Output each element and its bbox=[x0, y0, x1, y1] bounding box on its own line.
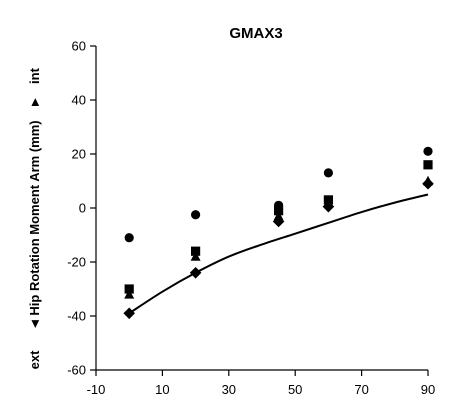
data-point-diamond bbox=[322, 200, 335, 213]
data-point-triangle bbox=[273, 210, 284, 221]
axes bbox=[90, 45, 429, 376]
data-point-square bbox=[191, 246, 201, 256]
data-point-triangle bbox=[190, 251, 201, 261]
chart-title: GMAX3 bbox=[229, 25, 282, 42]
data-point-circle bbox=[124, 233, 134, 243]
y-tick-label: 0 bbox=[79, 201, 86, 216]
data-point-square bbox=[124, 284, 134, 294]
y-tick-label: 60 bbox=[72, 39, 86, 54]
data-point-diamond bbox=[123, 307, 135, 320]
x-tick-label: 30 bbox=[222, 382, 236, 397]
y-axis-negative-arrow: ◄ bbox=[27, 318, 42, 331]
data-point-circle bbox=[423, 146, 433, 156]
y-tick-label: -20 bbox=[67, 255, 86, 270]
data-point-diamond bbox=[189, 267, 202, 279]
data-point-diamond bbox=[422, 177, 434, 190]
data-points bbox=[123, 146, 434, 320]
y-tick-label: -60 bbox=[67, 363, 86, 378]
data-point-square bbox=[274, 206, 284, 216]
y-tick-label: 20 bbox=[72, 147, 86, 162]
data-point-diamond bbox=[272, 215, 285, 228]
y-axis-label-group: ext ◄ Hip Rotation Moment Arm (mm) ► int bbox=[27, 67, 42, 369]
x-tick-label: 70 bbox=[354, 382, 368, 397]
y-axis-positive-label: int bbox=[27, 67, 42, 84]
x-tick-label: 50 bbox=[288, 382, 302, 397]
tick-labels: -60 -40 -20 0 20 40 60 -10 10 30 50 70 90 bbox=[67, 39, 435, 398]
x-tick-label: 90 bbox=[421, 382, 435, 397]
y-axis-positive-arrow: ► bbox=[27, 96, 42, 109]
y-tick-label: -40 bbox=[67, 309, 86, 324]
model-line bbox=[128, 193, 429, 315]
data-point-square bbox=[423, 160, 433, 170]
y-axis-label: Hip Rotation Moment Arm (mm) bbox=[27, 120, 42, 315]
y-axis-negative-label: ext bbox=[27, 350, 42, 369]
y-tick-label: 40 bbox=[72, 93, 86, 108]
x-tick-label: -10 bbox=[87, 382, 106, 397]
data-point-circle bbox=[323, 168, 333, 178]
data-point-circle bbox=[191, 210, 201, 220]
x-tick-label: 10 bbox=[155, 382, 169, 397]
model-line-group bbox=[128, 193, 429, 315]
data-point-triangle bbox=[124, 289, 135, 299]
